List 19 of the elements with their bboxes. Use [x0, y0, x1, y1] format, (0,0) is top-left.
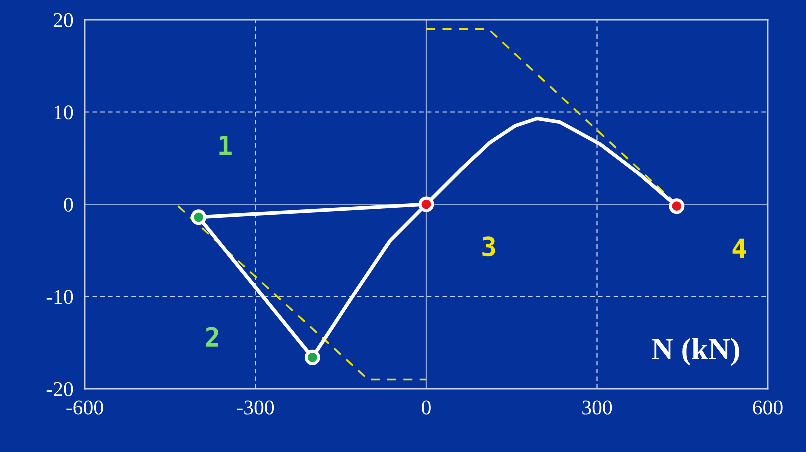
point: [191, 210, 207, 226]
x-tick-label: 600: [753, 400, 783, 415]
x-tick-label: -600: [66, 400, 104, 415]
annotation: 2: [206, 327, 218, 347]
y-tick-label: -20: [46, 382, 74, 396]
y-tick-label: 20: [54, 13, 74, 28]
y-tick-label: 0: [64, 198, 74, 212]
point: [418, 196, 434, 212]
point: [304, 350, 320, 366]
x-tick-label: 300: [582, 400, 612, 415]
annotation: 4: [732, 238, 746, 258]
x-tick-label: 0: [422, 400, 431, 415]
y-tick-label: -10: [46, 290, 74, 304]
annotation: 3: [482, 236, 496, 257]
y-tick-label: 10: [54, 106, 74, 120]
x-axis-title: N (kN): [652, 338, 740, 366]
x-tick-label: -300: [237, 400, 274, 415]
point: [669, 198, 685, 214]
annotation: 1: [220, 136, 232, 156]
